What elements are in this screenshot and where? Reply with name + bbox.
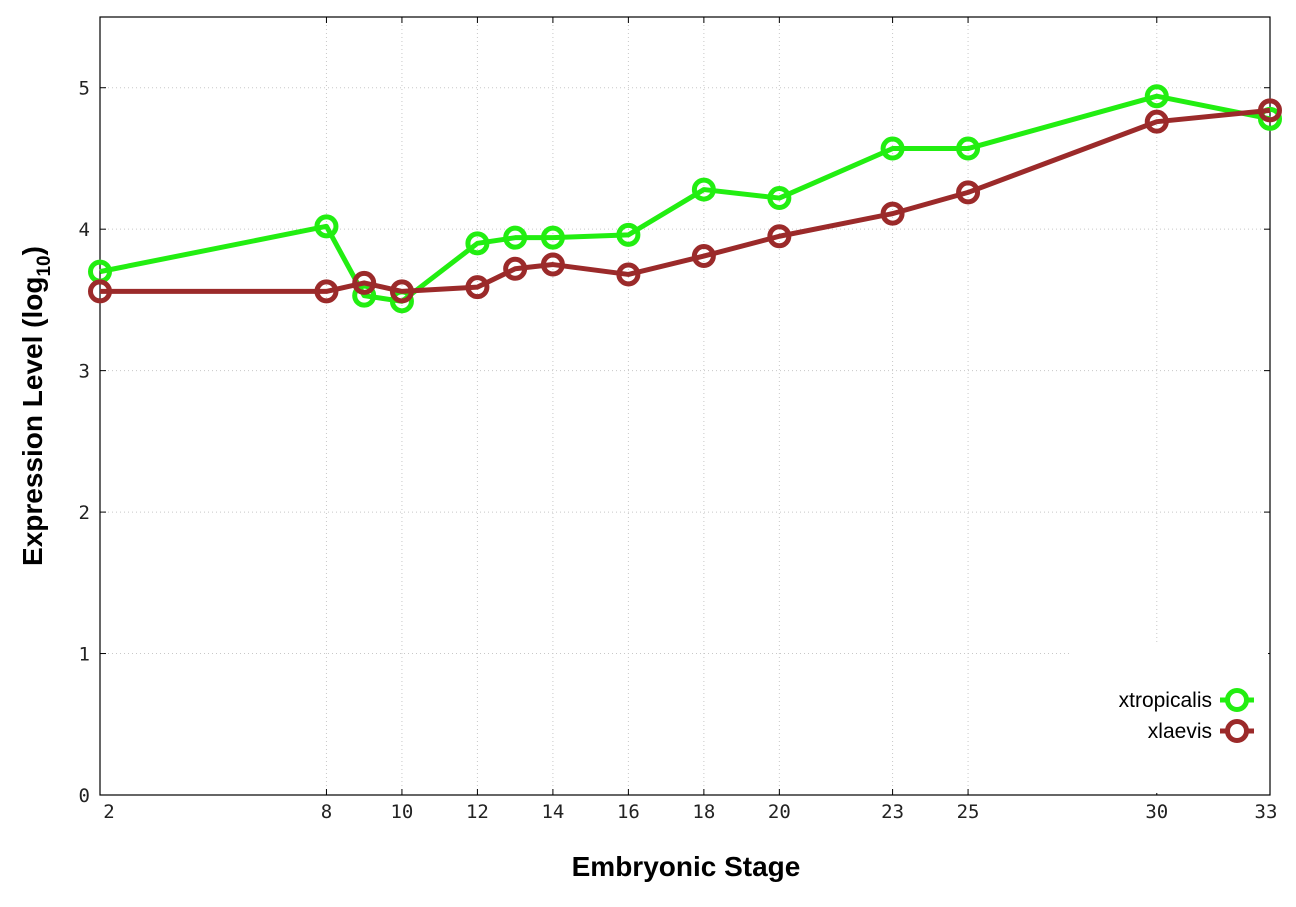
grid: [100, 17, 1270, 795]
data-point: [880, 136, 905, 161]
legend-label: xlaevis: [1148, 720, 1212, 743]
y-axis-title: Expression Level (log10): [17, 246, 55, 566]
x-tick-label: 20: [768, 801, 791, 823]
data-point: [465, 275, 490, 300]
legend-entry-xtropicalis: xtropicalis: [1119, 688, 1254, 712]
legend-label: xtropicalis: [1119, 689, 1212, 712]
y-tick-label: 5: [79, 78, 90, 100]
x-axis-title: Embryonic Stage: [572, 851, 801, 882]
series-xlaevis: [88, 98, 1282, 304]
data-point: [956, 136, 981, 161]
data-point: [540, 252, 565, 277]
y-tick-label: 3: [79, 361, 90, 383]
plot-frame: [99, 16, 1271, 796]
legend-background: [1072, 645, 1268, 793]
data-point: [1258, 98, 1282, 123]
x-tick-label: 12: [466, 801, 489, 823]
data-point: [616, 222, 641, 247]
x-tick-label: 8: [321, 801, 332, 823]
data-point: [1144, 109, 1169, 134]
data-point: [956, 180, 981, 205]
data-point: [540, 225, 565, 250]
legend-entry-xlaevis: xlaevis: [1148, 719, 1254, 743]
data-point: [767, 224, 792, 249]
y-tick-label: 1: [79, 644, 90, 666]
y-tick-label: 0: [79, 785, 90, 807]
data-point: [1144, 84, 1169, 109]
data-point: [880, 201, 905, 226]
x-tick-label: 10: [390, 801, 413, 823]
data-point: [691, 177, 716, 202]
data-point: [616, 262, 641, 287]
x-tick-label: 14: [541, 801, 564, 823]
x-tick-label: 16: [617, 801, 640, 823]
data-point: [767, 186, 792, 211]
y-axis-title-sub: 10: [34, 255, 55, 276]
y-tick-label: 4: [79, 219, 90, 241]
data-point: [314, 279, 339, 304]
data-point: [314, 214, 339, 239]
data-point: [88, 279, 112, 304]
x-tick-label: 25: [957, 801, 980, 823]
data-point: [503, 225, 528, 250]
x-tick-label: 18: [692, 801, 715, 823]
y-axis-title-main: Expression Level (log: [17, 277, 48, 566]
data-point: [352, 283, 377, 308]
legend-swatch-marker: [1225, 719, 1249, 743]
data-point: [465, 231, 490, 256]
legend: xtropicalis xlaevis: [1072, 645, 1268, 793]
x-tick-label: 30: [1145, 801, 1168, 823]
x-tick-label: 23: [881, 801, 904, 823]
x-tick-label: 33: [1255, 801, 1278, 823]
series-xtropicalis: [88, 84, 1282, 314]
data-point: [389, 279, 414, 304]
y-tick-label: 2: [79, 502, 90, 524]
data-point: [352, 270, 377, 295]
series-line: [100, 107, 1271, 294]
legend-swatch-marker: [1225, 688, 1249, 712]
y-axis-title-close: ): [17, 246, 48, 255]
data-point: [691, 244, 716, 269]
series: [88, 84, 1282, 314]
data-point: [503, 256, 528, 281]
series-line: [99, 93, 1271, 304]
x-tick-label: 2: [103, 801, 114, 823]
data-point: [1258, 106, 1282, 131]
